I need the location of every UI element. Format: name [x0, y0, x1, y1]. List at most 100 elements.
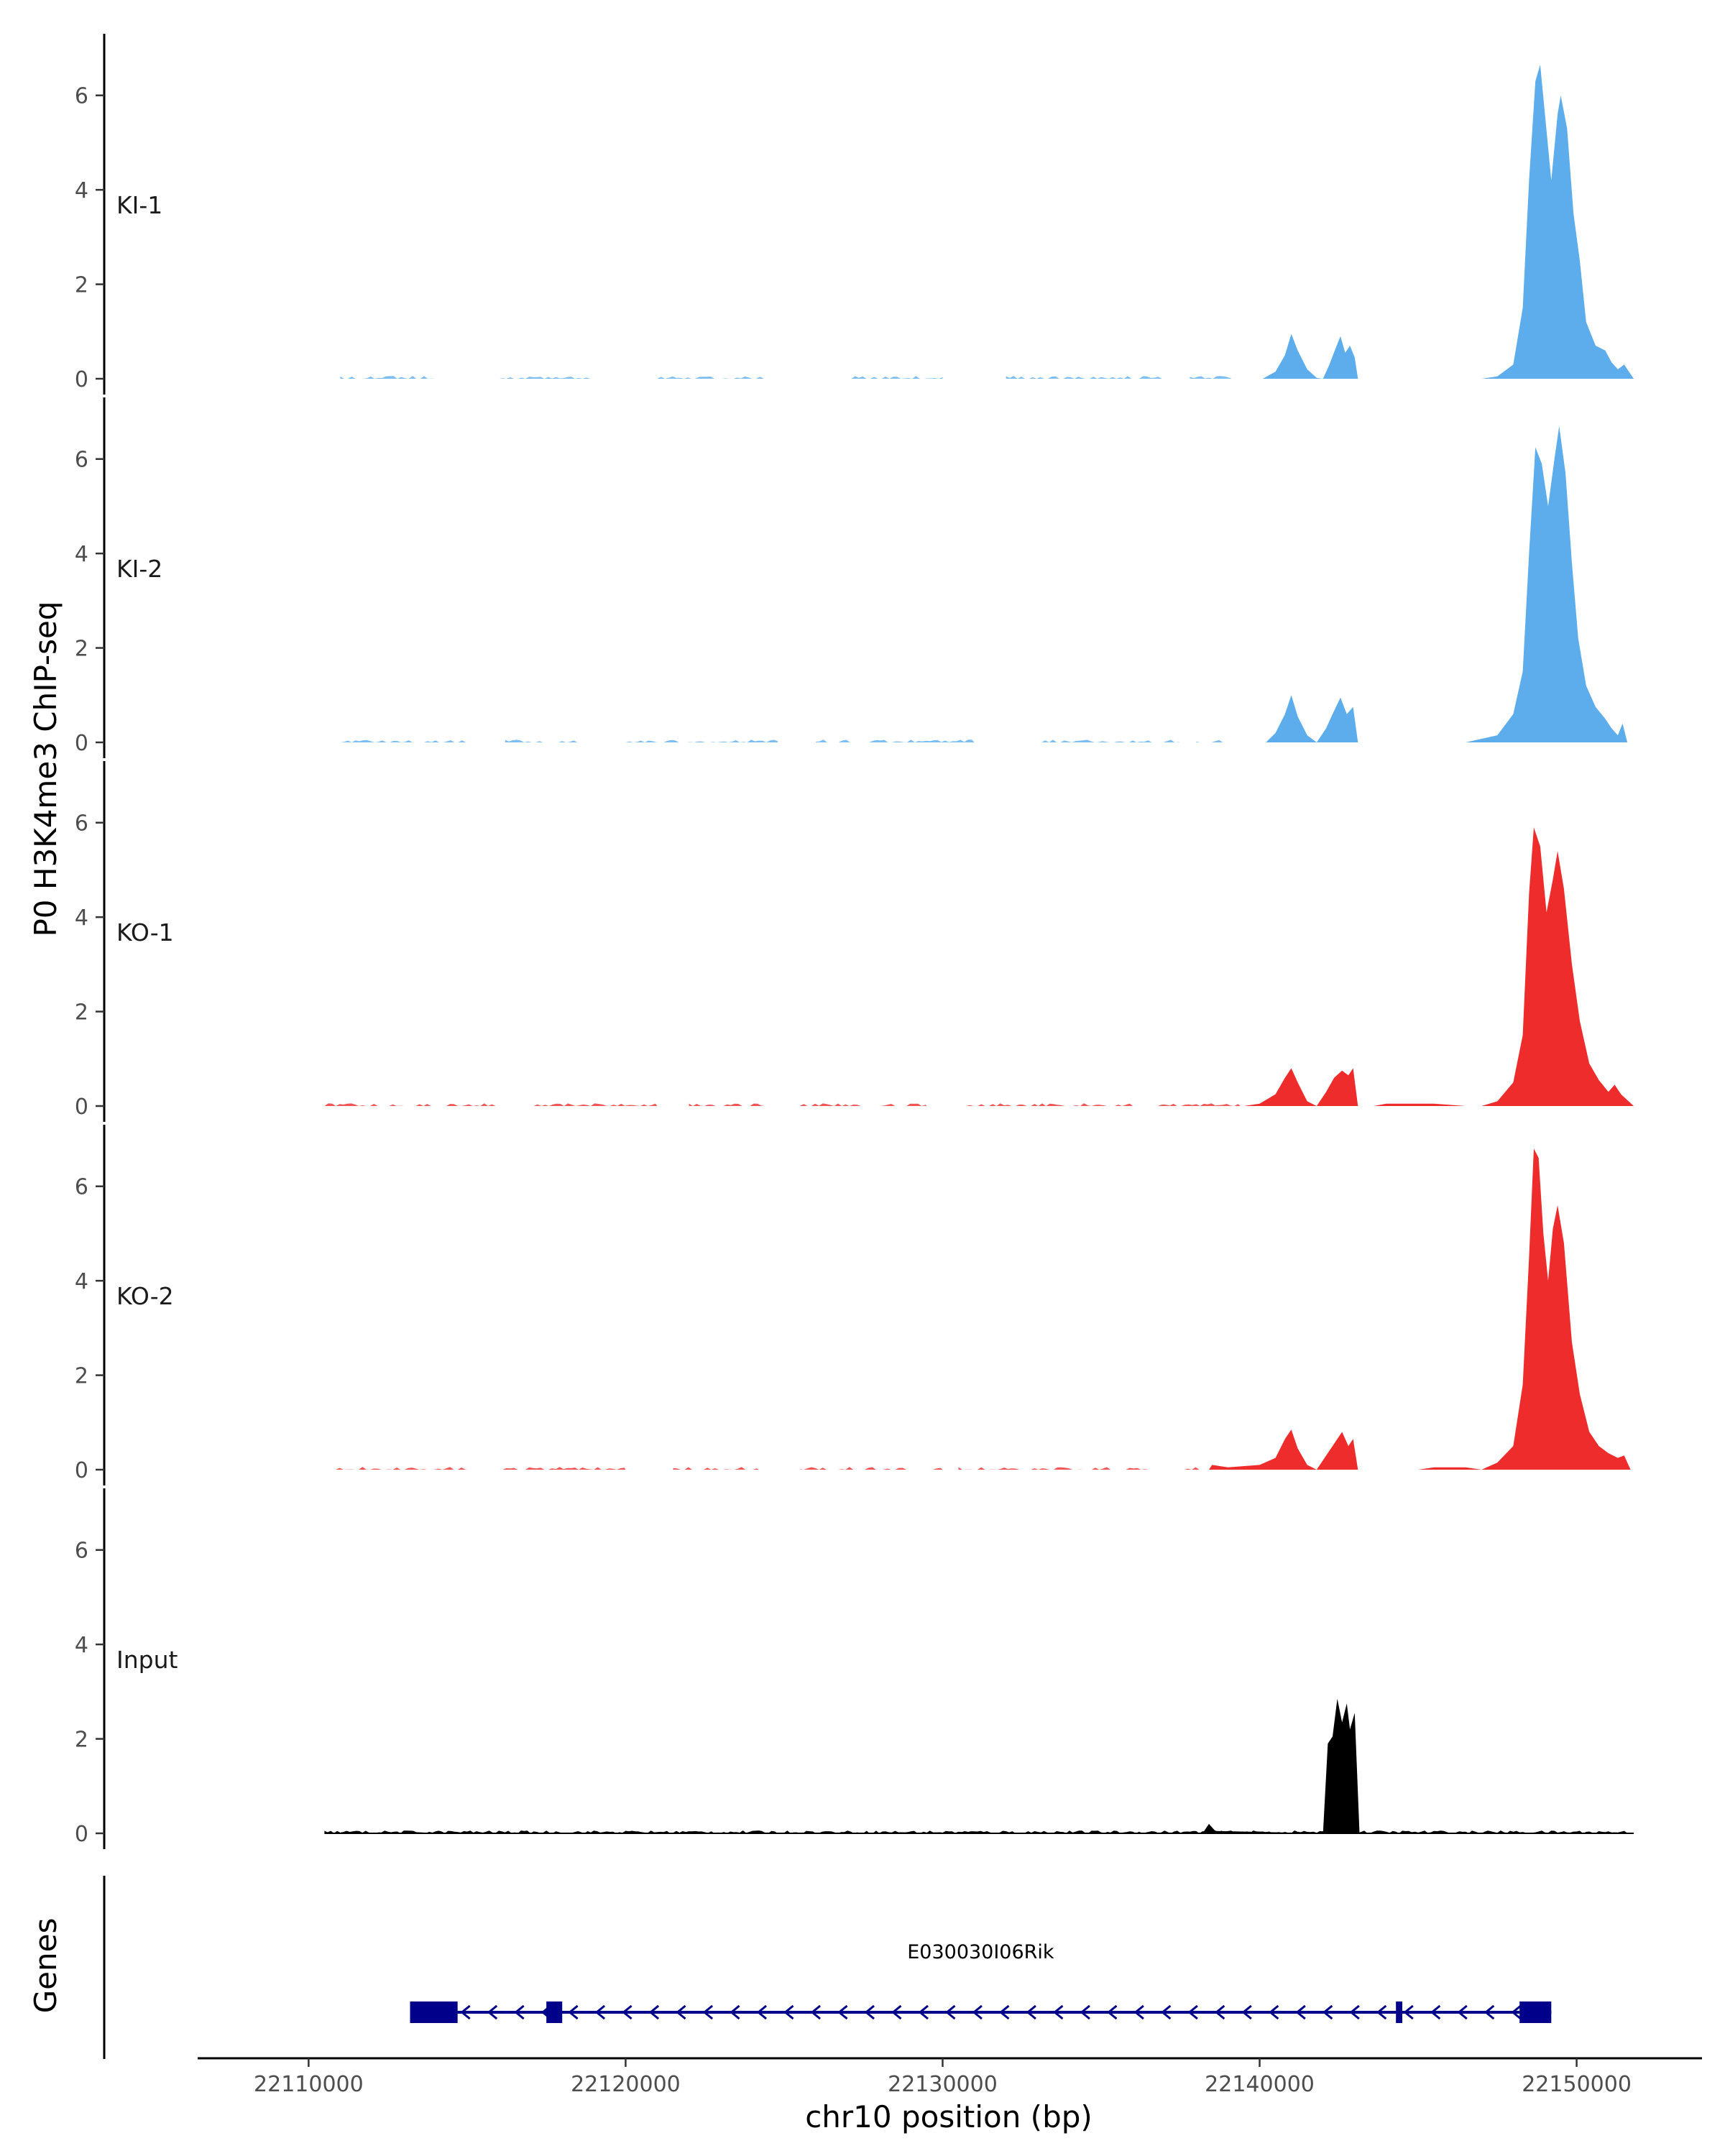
strand-chevron	[864, 2004, 875, 2020]
track-label: KO-2	[116, 1282, 174, 1310]
track-label: Input	[116, 1646, 178, 1674]
coverage-area	[324, 1148, 1631, 1470]
strand-chevron	[1133, 2004, 1144, 2020]
strand-chevron	[999, 2004, 1010, 2020]
strand-chevron	[891, 2004, 902, 2020]
gene-exon	[546, 2001, 563, 2023]
noise-area	[324, 1467, 467, 1470]
strand-chevron	[460, 2004, 471, 2020]
noise-area	[1180, 1467, 1206, 1470]
noise-area	[800, 1467, 943, 1470]
y-tick-label: 0	[75, 1822, 88, 1847]
y-tick-label: 4	[75, 1633, 88, 1658]
x-tick-label: 22130000	[888, 2072, 998, 2097]
strand-chevron	[730, 2004, 740, 2020]
y-tick-label: 2	[75, 1000, 88, 1026]
y-tick-label: 6	[75, 448, 88, 473]
strand-chevron	[1322, 2004, 1333, 2020]
coverage-area	[324, 827, 1634, 1106]
strand-chevron	[1215, 2004, 1225, 2020]
strand-chevron	[1295, 2004, 1306, 2020]
noise-area	[625, 740, 778, 742]
strand-chevron	[487, 2004, 498, 2020]
x-tick-label: 22150000	[1522, 2072, 1632, 2097]
noise-area	[505, 740, 579, 742]
strand-chevron	[702, 2004, 714, 2020]
y-tick-label: 4	[75, 1269, 88, 1294]
strand-chevron	[1430, 2004, 1441, 2020]
strand-chevron	[676, 2004, 686, 2020]
y-tick-label: 6	[75, 1175, 88, 1200]
noise-area	[1158, 1103, 1241, 1106]
y-tick-label: 6	[75, 811, 88, 837]
strand-chevron	[1241, 2004, 1252, 2020]
y-tick-label: 2	[75, 1728, 88, 1753]
strand-chevron	[783, 2004, 794, 2020]
track-panel-ko-1: 0 2 4 6 KO-1	[75, 761, 1634, 1122]
strand-chevron	[1161, 2004, 1172, 2020]
strand-chevron	[810, 2004, 821, 2020]
strand-chevron	[837, 2004, 848, 2020]
y-tick-label: 2	[75, 637, 88, 662]
track-panel-ki-2: 0 2 4 6 KI-2	[75, 397, 1628, 758]
noise-area	[1190, 376, 1238, 379]
strand-chevron	[568, 2004, 579, 2020]
noise-area	[499, 1467, 626, 1470]
track-panel-input: 0 2 4 6 Input	[75, 1488, 1634, 1849]
y-tick-label: 0	[75, 1458, 88, 1483]
y-tick-label: 0	[75, 731, 88, 756]
track-label: KI-1	[116, 191, 162, 219]
x-tick-label: 22120000	[571, 2072, 681, 2097]
strand-chevron	[1457, 2004, 1468, 2020]
strand-chevron	[1187, 2004, 1198, 2020]
strand-chevron	[594, 2004, 606, 2020]
strand-chevron	[622, 2004, 632, 2020]
noise-area	[847, 376, 943, 379]
noise-area	[958, 1103, 1133, 1106]
strand-chevron	[1484, 2004, 1495, 2020]
gene-name: E030030I06Rik	[907, 1941, 1054, 1963]
y-tick-label: 2	[75, 1364, 88, 1389]
x-tick-label: 22110000	[254, 2072, 364, 2097]
strand-chevron	[756, 2004, 768, 2020]
x-axis: 22110000 22120000 22130000 22140000 22150000	[198, 2057, 1702, 2097]
y-tick-label: 0	[75, 367, 88, 392]
strand-chevron	[918, 2004, 929, 2020]
gene-exon	[1396, 2001, 1402, 2023]
noise-area	[340, 376, 436, 379]
strand-chevron	[1080, 2004, 1090, 2020]
coverage-area	[340, 65, 1634, 379]
x-axis-title: chr10 position (bp)	[805, 2099, 1092, 2134]
strand-chevron	[1026, 2004, 1036, 2020]
noise-area	[958, 1467, 1171, 1470]
y-tick-label: 4	[75, 906, 88, 931]
strand-chevron	[648, 2004, 660, 2020]
track-panel-ki-1: 0 2 4 6 KI-1	[75, 34, 1634, 395]
noise-area	[689, 1103, 768, 1106]
strand-chevron	[972, 2004, 983, 2020]
noise-area	[1196, 740, 1228, 742]
noise-area	[324, 1103, 499, 1106]
gene-panel: Genes E030030I06Rik	[28, 1876, 1552, 2059]
coverage-area	[324, 1698, 1634, 1833]
noise-area	[1006, 376, 1165, 379]
strand-chevron	[514, 2004, 525, 2020]
coverage-area	[340, 425, 1628, 742]
noise-area	[515, 1103, 658, 1106]
y-tick-label: 4	[75, 542, 88, 567]
noise-area	[816, 740, 975, 742]
track-label: KI-2	[116, 555, 162, 583]
y-tick-label: 4	[75, 178, 88, 203]
strand-chevron	[1053, 2004, 1064, 2020]
track-panels: 0 2 4 6 KI-1 0 2 4 6 KI-2 0 2 4 6 KO-1 0 2 4 6 KO-2 0 2 4 6 Inpu…	[75, 34, 1634, 1849]
y-tick-label: 6	[75, 84, 88, 109]
gene-track-title: Genes	[28, 1918, 63, 2014]
noise-area	[1037, 740, 1181, 742]
noise-area	[800, 1103, 927, 1106]
gene-exon	[410, 2001, 458, 2023]
noise-area	[673, 1467, 759, 1470]
y-axis-title: P0 H3K4me3 ChIP-seq	[28, 601, 63, 936]
y-tick-label: 6	[75, 1539, 88, 1564]
noise-area	[657, 376, 768, 379]
strand-chevron	[1403, 2004, 1414, 2020]
